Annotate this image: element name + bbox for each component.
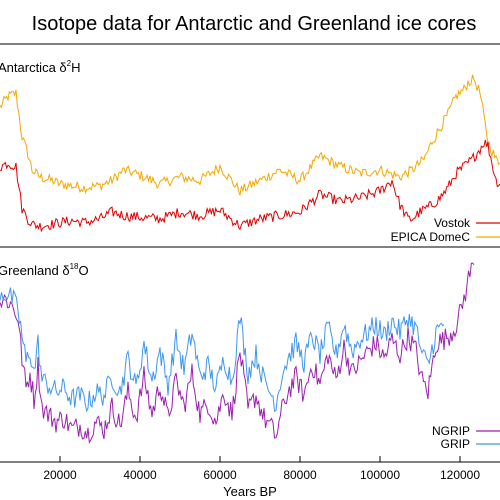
antarctica-label-tail: H	[71, 60, 80, 75]
x-tick-label: 120000	[440, 468, 480, 482]
ticks-layer: 20000 40000 60000 80000 100000 120000	[43, 456, 480, 482]
greenland-label-tail: O	[78, 263, 88, 278]
greenland-label-sup: 18	[70, 262, 79, 271]
x-tick-label: 80000	[283, 468, 317, 482]
x-tick-label: 40000	[123, 468, 157, 482]
series-line-vostok	[0, 139, 500, 233]
legend-grip-label: GRIP	[441, 437, 470, 451]
x-tick-label: 20000	[43, 468, 77, 482]
chart-title: Isotope data for Antarctic and Greenland…	[32, 13, 477, 35]
antarctica-label-sup: 2	[67, 59, 72, 68]
greenland-label-main: Greenland δ	[0, 263, 70, 278]
series-line-ngrip	[0, 262, 475, 444]
x-tick-label: 100000	[360, 468, 400, 482]
legend-epica-label: EPICA DomeC	[391, 230, 471, 244]
x-tick-label: 60000	[203, 468, 237, 482]
antarctica-panel-label: Antarctica δ2H	[0, 59, 81, 75]
x-axis-title: Years BP	[223, 484, 277, 499]
greenland-panel-label: Greenland δ18O	[0, 262, 89, 278]
antarctica-label-main: Antarctica δ	[0, 60, 67, 75]
series-layer	[0, 74, 500, 444]
series-line-grip	[0, 287, 445, 413]
legend-vostok-label: Vostok	[434, 216, 471, 230]
series-line-epica-domec	[0, 74, 500, 196]
legend-ngrip-label: NGRIP	[432, 424, 470, 438]
